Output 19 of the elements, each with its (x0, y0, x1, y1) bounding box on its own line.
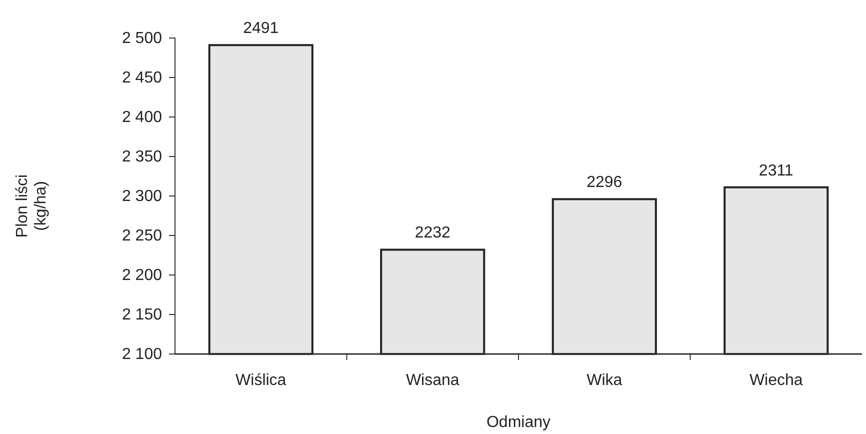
y-tick-label: 2 450 (122, 70, 162, 87)
y-axis-title: Plon liści (kg/ha) (14, 174, 50, 238)
x-tick-label: Wiślica (236, 372, 286, 389)
x-tick-label: Wika (586, 372, 622, 389)
y-tick-label: 2 250 (122, 228, 162, 245)
data-label: 2232 (414, 224, 451, 242)
y-tick-label: 2 500 (122, 30, 162, 48)
y-tick-label: 2 300 (122, 188, 162, 206)
data-label: 2296 (586, 174, 622, 192)
y-tick-label: 2 200 (122, 267, 162, 284)
y-tick-label: 2 100 (122, 346, 162, 364)
data-label: 2311 (758, 162, 794, 180)
y-tick-label: 2 150 (122, 306, 162, 324)
x-axis-title: Odmiany (486, 414, 551, 431)
y-tick-label: 2 350 (122, 148, 162, 166)
y-tick-label: 2 400 (122, 109, 162, 126)
x-tick-label: Wiecha (749, 372, 803, 389)
x-tick-label: Wisana (406, 372, 460, 389)
data-label: 2491 (243, 20, 279, 38)
